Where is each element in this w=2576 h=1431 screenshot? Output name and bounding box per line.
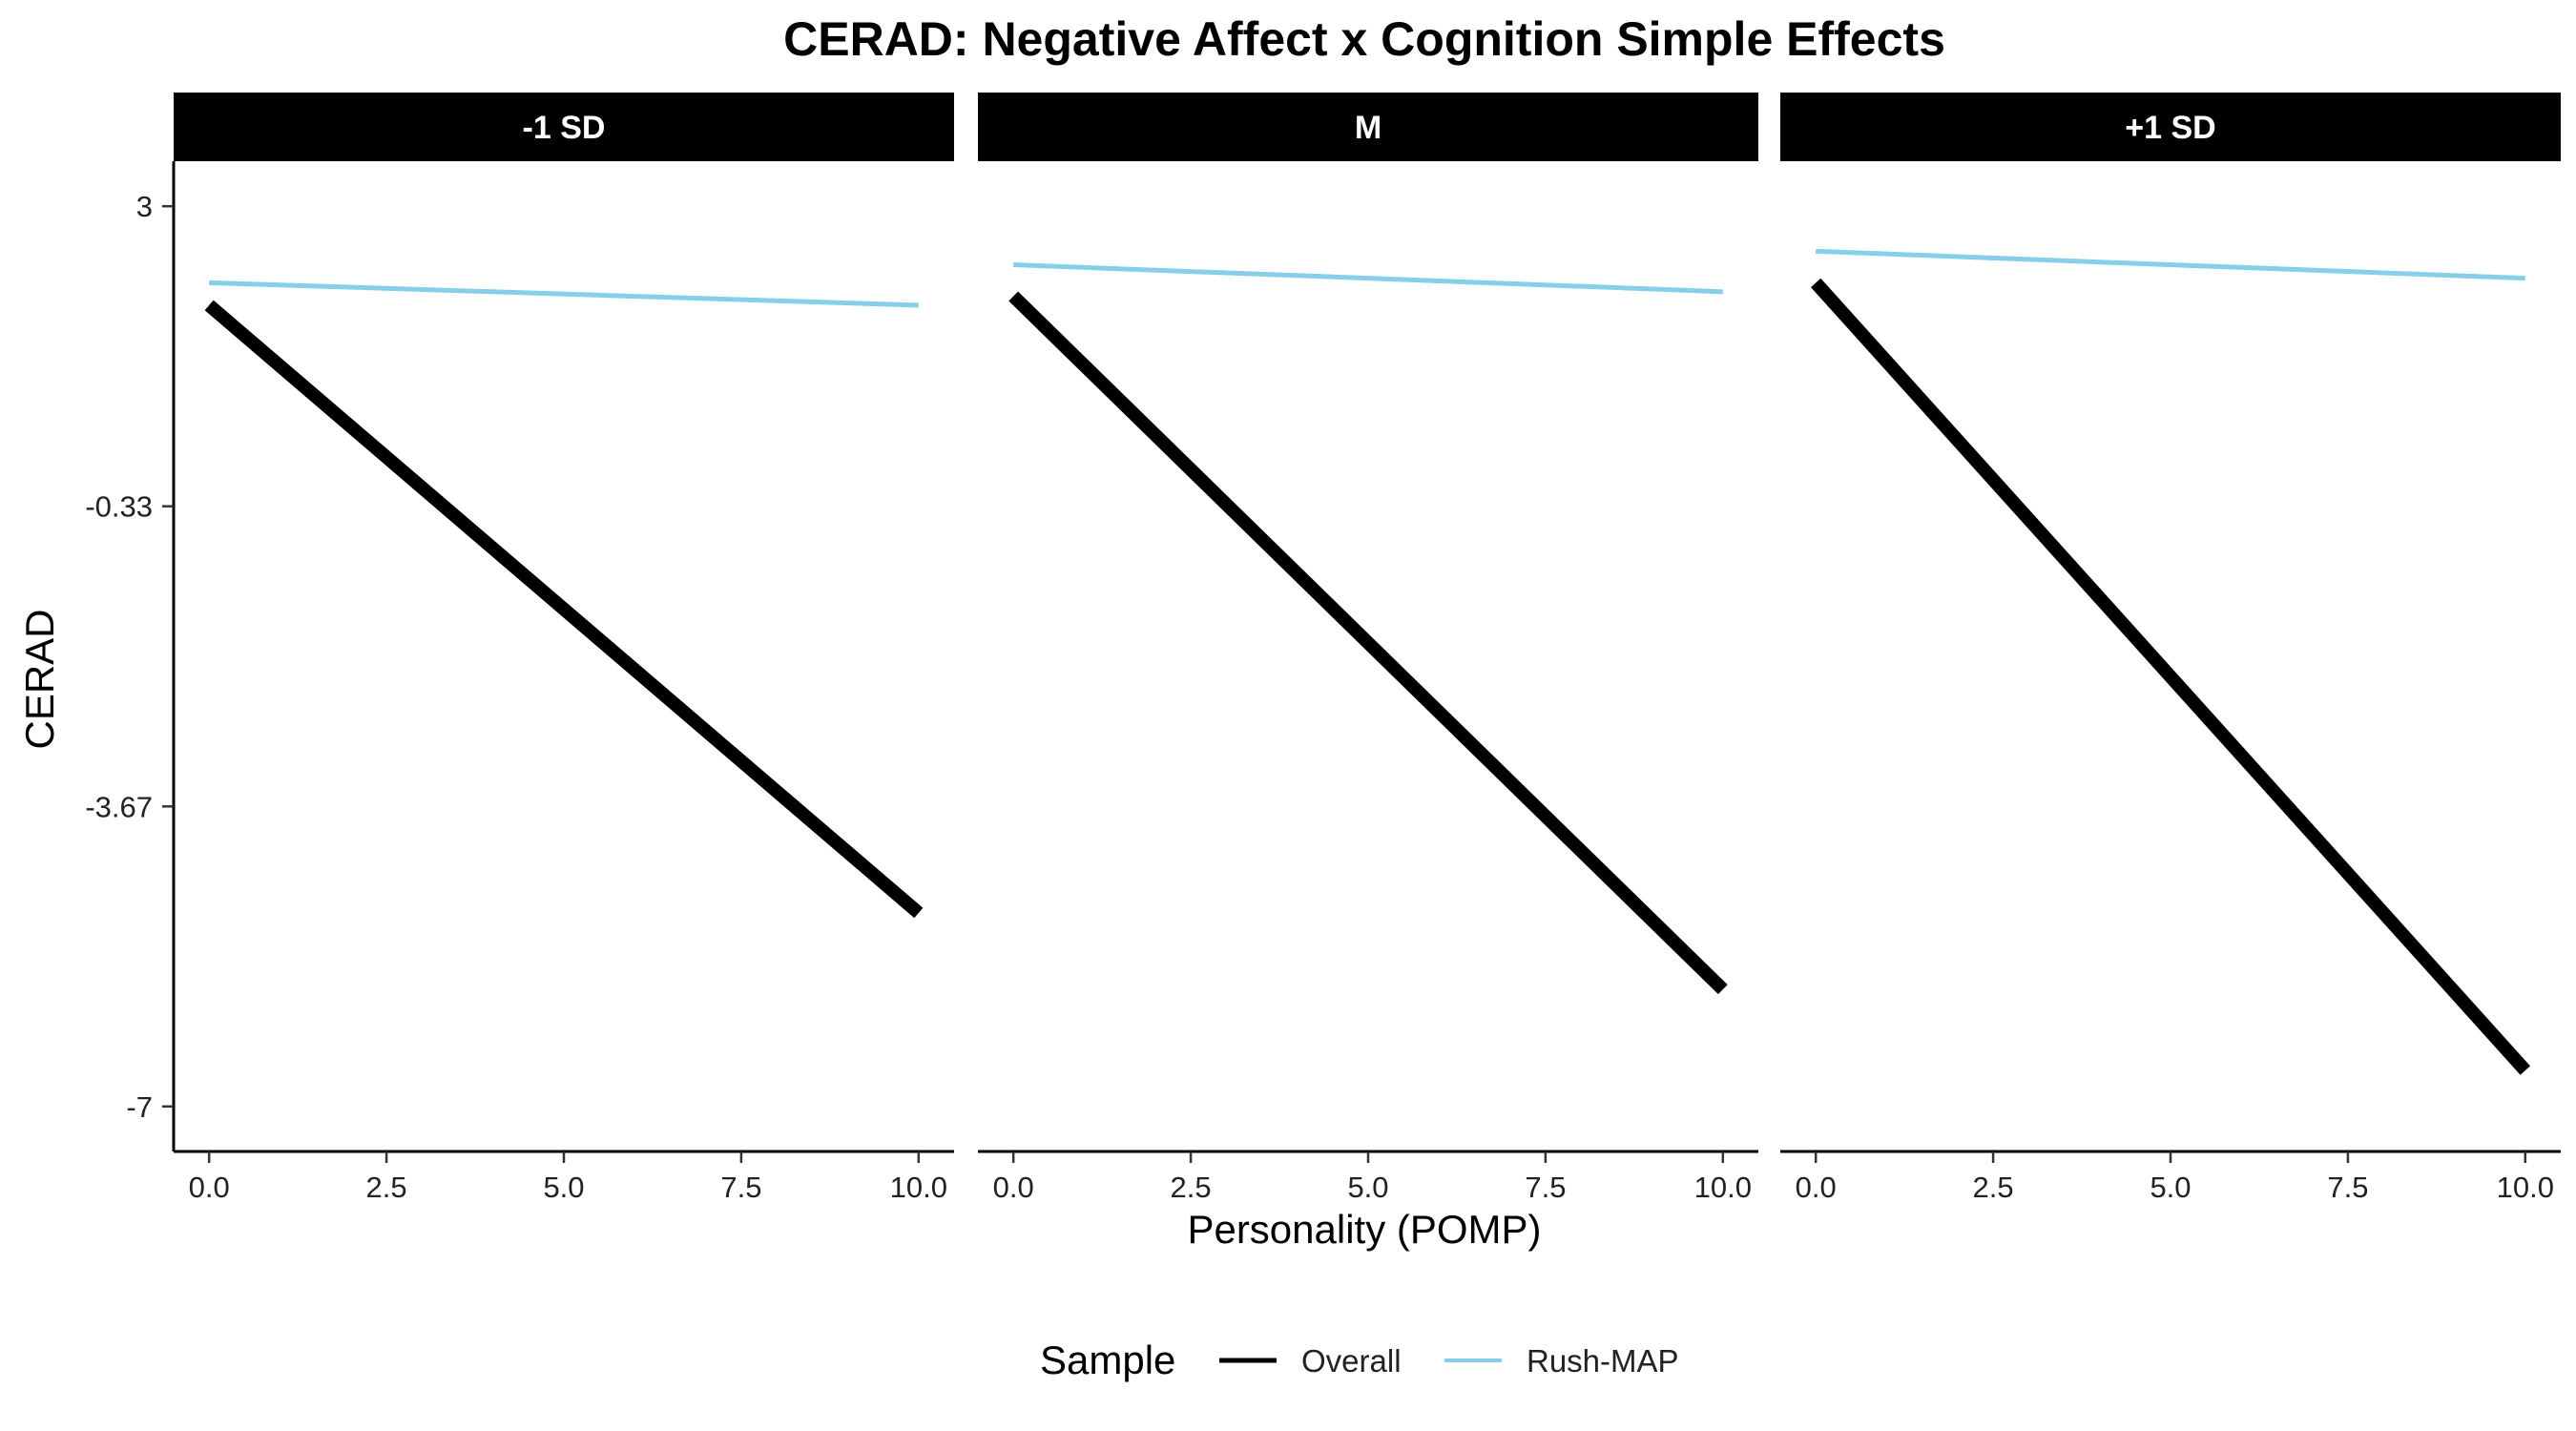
- series-line-overall: [1008, 291, 1728, 995]
- legend: Sample Overall Rush-MAP: [1040, 1338, 1679, 1382]
- legend-label: Overall: [1301, 1343, 1402, 1379]
- x-tick-label: 10.0: [1694, 1171, 1752, 1204]
- facet-panels: -1 SD 0.0 2.5 5.0 7.5 10.0 3 -0.33 -3.67 -7 M 0.0 2.…: [85, 93, 2561, 1204]
- x-tick-label: 0.0: [1796, 1171, 1837, 1204]
- facet-panel: M 0.0 2.5 5.0 7.5 10.0: [978, 93, 1758, 1204]
- y-tick-label: -7: [126, 1090, 153, 1124]
- legend-label: Rush-MAP: [1527, 1343, 1679, 1379]
- facet-panel: +1 SD 0.0 2.5 5.0 7.5 10.0: [1780, 93, 2561, 1204]
- facet-strip: [174, 93, 954, 161]
- facet-strip: [978, 93, 1758, 161]
- x-tick-label: 0.0: [993, 1171, 1034, 1204]
- y-tick-label: 3: [136, 190, 153, 223]
- facet-strip: [1780, 93, 2561, 161]
- y-tick-label: -3.67: [85, 790, 153, 823]
- x-axis-label: Personality (POMP): [1187, 1207, 1541, 1252]
- facet-strip-label: +1 SD: [2125, 110, 2215, 146]
- series-line-rush-map: [1816, 248, 2525, 281]
- x-tick-label: 2.5: [1171, 1171, 1212, 1204]
- chart-title: CERAD: Negative Affect x Cognition Simpl…: [783, 12, 1945, 66]
- x-tick-label: 5.0: [2150, 1171, 2191, 1204]
- x-tick-label: 10.0: [890, 1171, 947, 1204]
- x-tick-label: 2.5: [366, 1171, 407, 1204]
- facet-strip-label: -1 SD: [523, 110, 606, 146]
- facet-panel: -1 SD 0.0 2.5 5.0 7.5 10.0 3 -0.33 -3.67 -7: [85, 93, 954, 1204]
- series-line-overall: [1810, 278, 2531, 1075]
- facet-strip-label: M: [1355, 110, 1381, 146]
- x-tick-label: 10.0: [2497, 1171, 2554, 1204]
- x-tick-label: 7.5: [720, 1171, 761, 1204]
- series-line-rush-map: [209, 280, 919, 308]
- legend-title: Sample: [1040, 1338, 1175, 1382]
- series-line-overall: [204, 300, 924, 919]
- x-tick-label: 0.0: [189, 1171, 230, 1204]
- x-tick-label: 7.5: [2327, 1171, 2368, 1204]
- x-tick-label: 5.0: [1347, 1171, 1388, 1204]
- x-tick-label: 7.5: [1525, 1171, 1566, 1204]
- x-tick-label: 2.5: [1973, 1171, 2014, 1204]
- x-tick-label: 5.0: [543, 1171, 584, 1204]
- y-axis-label: CERAD: [17, 609, 62, 749]
- series-line-rush-map: [1013, 262, 1723, 295]
- y-tick-label: -0.33: [85, 490, 153, 524]
